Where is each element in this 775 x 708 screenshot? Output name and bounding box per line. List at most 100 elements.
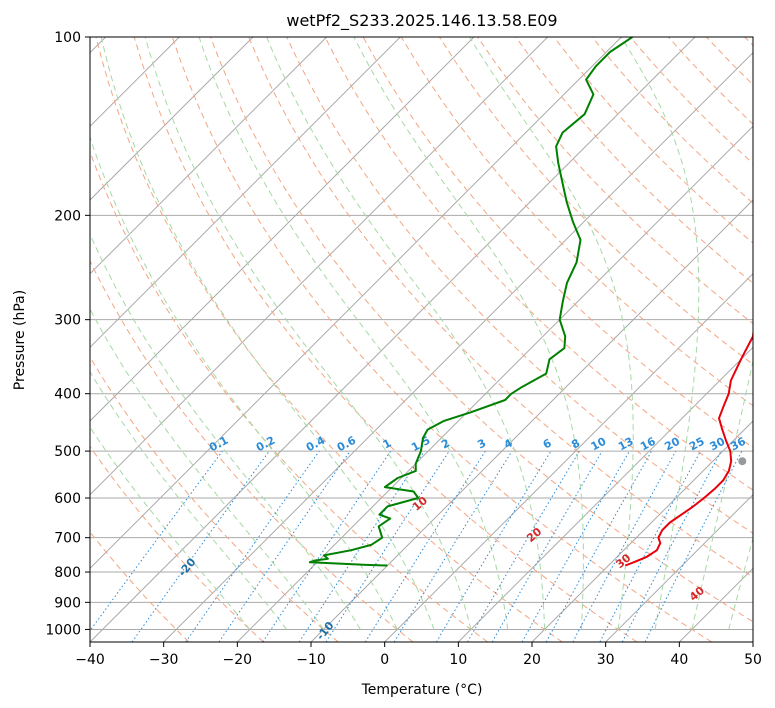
mixing-ratio-line	[131, 450, 270, 642]
mixing-ratio-line	[545, 450, 653, 642]
mixing-ratio-label: 36	[728, 435, 748, 454]
isotherm-line	[531, 420, 753, 642]
y-tick-label: 200	[54, 208, 81, 224]
mixing-ratio-line	[393, 450, 513, 642]
dry-adiabat-line	[248, 37, 753, 578]
isotherm-line	[90, 37, 622, 570]
y-tick-label: 800	[54, 565, 81, 581]
y-tick-label: 900	[54, 595, 81, 611]
y-tick-label: 500	[54, 444, 81, 460]
dry-adiabat-label: -10	[314, 619, 337, 643]
mixing-ratio-label: 6	[541, 436, 554, 451]
mixing-ratio-line	[262, 450, 392, 642]
isotherm-line	[310, 199, 753, 642]
dry-adiabat-line	[90, 445, 264, 642]
x-tick-label: −10	[296, 652, 326, 668]
moist-adiabat-line	[100, 37, 435, 630]
dry-adiabat-line	[286, 37, 753, 534]
mixing-ratio-line	[644, 450, 743, 642]
mixing-ratio-line	[90, 450, 223, 632]
moist-adiabat-line	[144, 37, 472, 630]
x-tick-label: 10	[449, 652, 467, 668]
dry-adiabat-line	[95, 37, 563, 642]
isotherm-line	[605, 493, 753, 642]
x-tick-label: 40	[670, 652, 688, 668]
dry-adiabat-line	[90, 531, 190, 642]
grid-layer: 0.10.20.40.611.52346810131620253036-100-…	[90, 37, 753, 643]
data-layer	[308, 37, 753, 567]
dry-adiabat-line	[90, 150, 488, 642]
x-tick-label: −20	[223, 652, 253, 668]
isotherm-line	[90, 37, 401, 349]
temperature-profile-line	[625, 327, 753, 567]
plot-frame	[89, 36, 754, 643]
moist-adiabat-label: 40	[687, 584, 707, 604]
y-tick-label: 300	[54, 313, 81, 329]
mixing-ratio-line	[572, 450, 677, 642]
isotherm-line	[752, 641, 753, 642]
isotherm-line	[90, 37, 549, 496]
dry-adiabat-line	[90, 356, 339, 642]
y-tick-label: 600	[54, 491, 81, 507]
moist-adiabat-line	[728, 536, 753, 630]
moist-adiabat-line	[469, 37, 634, 630]
moist-adiabat-label: 10	[410, 494, 430, 514]
moist-adiabat-line	[90, 370, 288, 630]
mixing-ratio-label: 25	[687, 435, 707, 454]
y-tick-label: 100	[54, 30, 81, 46]
dry-adiabat-line	[591, 37, 753, 204]
x-tick-label: 20	[523, 652, 541, 668]
dry-adiabat-line	[210, 37, 753, 623]
mixing-ratio-line	[364, 450, 486, 642]
isotherm-line	[457, 346, 753, 642]
moist-adiabat-label: 30	[613, 551, 633, 571]
dry-adiabat-line	[706, 37, 753, 86]
isotherm-line	[163, 51, 753, 642]
mixing-ratio-line	[325, 450, 450, 642]
isotherm-line	[90, 37, 696, 642]
dry-adiabat-line	[90, 259, 414, 642]
moist-adiabat-line	[90, 232, 361, 630]
isotherm-line	[90, 37, 254, 201]
x-tick-label: −30	[149, 652, 179, 668]
mixing-ratio-label: 8	[569, 436, 582, 451]
mixing-ratio-label: 13	[616, 435, 636, 454]
mixing-ratio-line	[435, 450, 552, 642]
moist-adiabat-line	[620, 37, 700, 630]
isotherm-line	[236, 125, 753, 642]
y-tick-label: 400	[54, 387, 81, 403]
dry-adiabat-line	[324, 37, 753, 491]
x-tick-label: 0	[380, 652, 389, 668]
mixing-ratio-line	[185, 450, 320, 642]
dry-adiabat-line	[133, 37, 638, 642]
mixing-ratio-line	[218, 450, 351, 642]
isotherm-line	[678, 567, 753, 642]
x-tick-label: −40	[75, 652, 105, 668]
moist-adiabat-line	[691, 358, 753, 630]
mixing-ratio-label: 16	[638, 435, 658, 454]
dry-adiabat-line	[668, 37, 753, 125]
x-tick-label: 50	[744, 652, 762, 668]
moist-adiabat-label: 20	[524, 525, 544, 545]
mixing-ratio-label: 20	[662, 435, 682, 454]
mixing-ratio-line	[521, 450, 630, 642]
moist-adiabat-line	[198, 37, 509, 630]
mixing-ratio-line	[599, 450, 701, 642]
moist-adiabat-line	[90, 135, 398, 630]
isotherm-line	[90, 37, 328, 275]
moist-adiabat-line	[90, 426, 251, 630]
dry-adiabat-line	[515, 37, 753, 284]
moist-adiabat-line	[90, 308, 325, 630]
y-tick-label: 700	[54, 531, 81, 547]
moist-adiabat-line	[353, 37, 584, 630]
mixing-ratio-label: 1	[381, 436, 394, 451]
mixing-ratio-label: 3	[475, 436, 488, 451]
mixing-ratio-label: 10	[589, 435, 609, 454]
mixing-ratio-label: 2	[439, 436, 452, 451]
dry-adiabat-line	[553, 37, 753, 244]
chart-title: wetPf2_S233.2025.146.13.58.E09	[286, 11, 557, 31]
isotherm-line	[384, 272, 753, 642]
isotherm-line	[90, 37, 475, 422]
mixing-ratio-label: 30	[708, 435, 728, 454]
dewpoint-profile-line	[308, 37, 633, 567]
